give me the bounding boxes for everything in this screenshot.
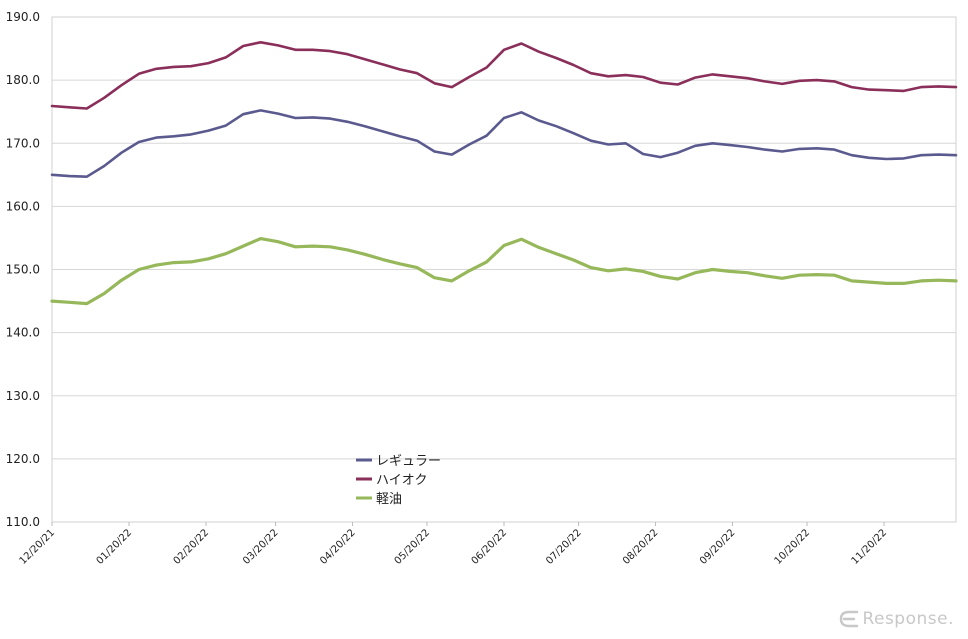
y-axis-tick-labels: 110.0 120.0 130.0 140.0 150.0 160.0 170.0 180.0… bbox=[6, 10, 40, 529]
x-axis-tick-labels: 12/20/21 01/20/22 02/20/22 03/20/22 04/20/22… bbox=[18, 522, 890, 567]
legend-label: ハイオク bbox=[376, 473, 427, 488]
x-tick-label: 11/20/22 bbox=[850, 527, 890, 567]
x-tick-label: 01/20/22 bbox=[95, 527, 135, 567]
x-tick-label: 04/20/22 bbox=[318, 527, 358, 567]
x-tick-label: 03/20/22 bbox=[241, 527, 281, 567]
x-tick-label: 05/20/22 bbox=[393, 527, 433, 567]
y-tick-label: 130.0 bbox=[6, 389, 40, 403]
x-tick-label: 07/20/22 bbox=[544, 527, 584, 567]
y-tick-label: 160.0 bbox=[6, 199, 40, 213]
x-tick-label: 08/20/22 bbox=[621, 527, 661, 567]
x-tick-label: 12/20/21 bbox=[18, 527, 58, 567]
legend-label: レギュラー bbox=[376, 454, 441, 469]
y-tick-label: 150.0 bbox=[6, 263, 40, 277]
y-tick-label: 190.0 bbox=[6, 10, 40, 24]
y-tick-label: 120.0 bbox=[6, 452, 40, 466]
series-lines bbox=[50, 40, 958, 306]
watermark-text: Response. bbox=[862, 609, 954, 629]
response-logo-icon bbox=[840, 610, 859, 628]
x-tick-label: 10/20/22 bbox=[773, 527, 813, 567]
legend-label: 軽油 bbox=[376, 492, 402, 507]
series-line-3 bbox=[50, 237, 958, 306]
response-watermark: Response. bbox=[838, 609, 954, 629]
x-tick-label: 06/20/22 bbox=[470, 527, 510, 567]
y-tick-label: 140.0 bbox=[6, 326, 40, 340]
x-tick-label: 09/20/22 bbox=[698, 527, 738, 567]
y-tick-label: 110.0 bbox=[6, 515, 40, 529]
x-tick-label: 02/20/22 bbox=[172, 527, 212, 567]
y-tick-label: 170.0 bbox=[6, 136, 40, 150]
y-tick-label: 180.0 bbox=[6, 73, 40, 87]
series-line-2 bbox=[50, 40, 958, 110]
series-line-1 bbox=[50, 109, 958, 178]
